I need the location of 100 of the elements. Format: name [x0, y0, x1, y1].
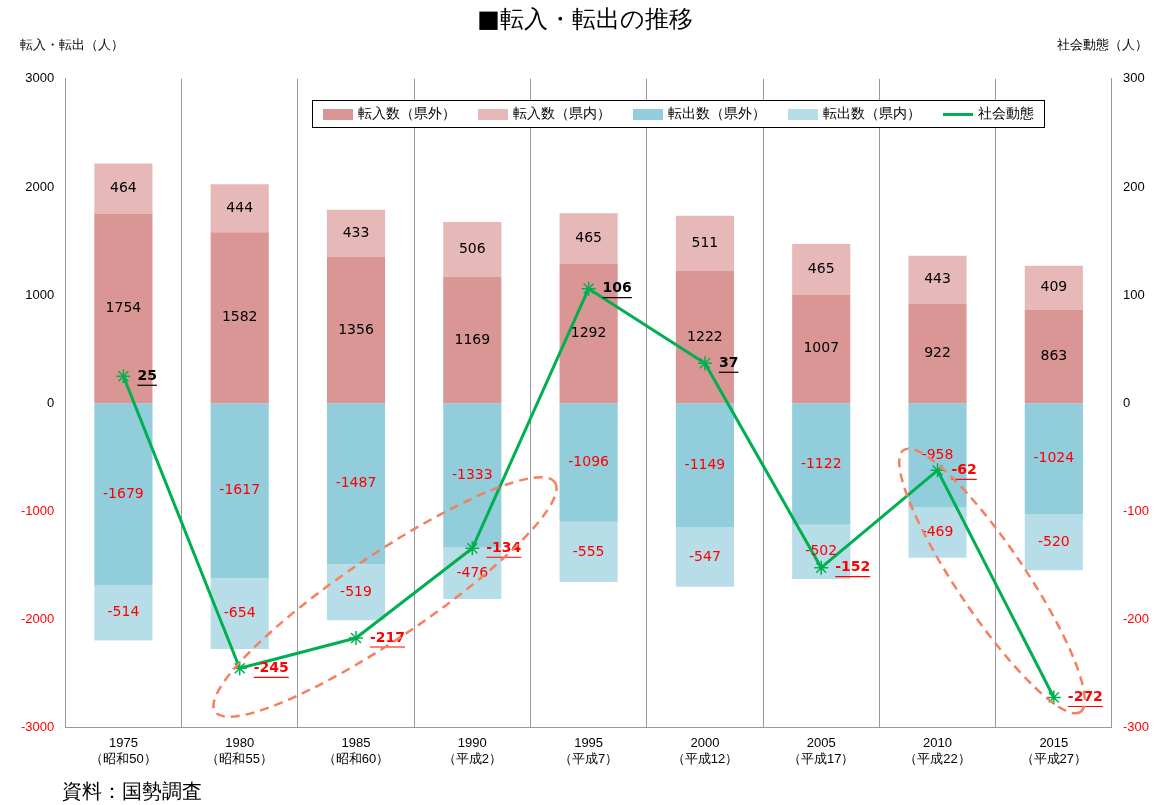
bar: [559, 213, 618, 264]
bar: [908, 506, 967, 558]
bar: [326, 403, 386, 565]
bar: [210, 184, 269, 233]
bar: [792, 403, 851, 525]
bar: [1024, 265, 1083, 310]
y-tick-label: 0: [47, 394, 55, 410]
bar: [326, 256, 386, 404]
y2-tick-label: -200: [1122, 611, 1150, 627]
x-tick-label: 2010 （平成22）: [904, 735, 971, 766]
data-label: -1024: [1033, 449, 1075, 466]
data-label: -958: [921, 445, 954, 462]
data-label: 37: [718, 353, 739, 370]
y2-axis-title: 社会動態（人）: [1057, 36, 1148, 54]
point: [1046, 689, 1062, 706]
data-label: -1122: [800, 454, 842, 471]
y2-tick-label: -100: [1122, 503, 1150, 519]
data-label: -469: [921, 522, 954, 539]
data-label: -217: [370, 628, 406, 645]
bar: [94, 403, 153, 585]
data-label: 25: [137, 366, 157, 383]
data-label: 511: [691, 234, 719, 251]
data-label: -1679: [103, 484, 144, 501]
data-label: 1582: [221, 308, 258, 325]
y-tick-label: -1000: [21, 503, 55, 519]
y2-tick-label: -300: [1122, 719, 1150, 735]
point: [348, 630, 364, 646]
point: [115, 368, 132, 385]
bar: [210, 403, 269, 579]
legend-label: 転出数（県外）: [668, 105, 766, 123]
data-label: 1292: [570, 324, 607, 341]
bar: [792, 244, 851, 295]
data-label: -547: [689, 547, 721, 564]
data-label: -519: [340, 582, 372, 599]
chart-title: ■転入・転出の推移: [477, 4, 693, 33]
data-label: -272: [1067, 688, 1103, 705]
y-tick-label: 3000: [25, 70, 55, 86]
x-tick-label: 1995 （平成7）: [559, 735, 619, 766]
x-tick-label: 2015 （平成27）: [1020, 735, 1088, 766]
x-tick-label: 1980 （昭和55）: [206, 735, 273, 766]
data-label: -1487: [335, 474, 377, 491]
bar: [94, 584, 153, 641]
bar: [675, 215, 734, 272]
data-label: 922: [924, 344, 951, 361]
bar: [1024, 514, 1083, 571]
bar: [326, 209, 386, 257]
x-tick-label: 2000 （平成12）: [671, 735, 739, 766]
x-tick-label: 2005 （平成17）: [787, 735, 855, 766]
bar: [675, 403, 734, 528]
y-tick-label: 2000: [25, 178, 55, 194]
point: [929, 462, 946, 479]
point: [231, 660, 248, 677]
legend-label: 転出数（県内）: [823, 105, 921, 123]
data-label: 465: [807, 259, 835, 276]
x-tick-label: 1990 （平成2）: [442, 735, 502, 766]
y2-tick-label: 200: [1122, 178, 1145, 194]
data-label: 1222: [687, 327, 723, 344]
data-label: -476: [456, 563, 489, 580]
data-label: 506: [458, 240, 486, 257]
data-label: -134: [486, 538, 522, 555]
data-label: -1149: [684, 456, 726, 473]
data-label: 863: [1040, 347, 1068, 364]
data-label: -245: [253, 658, 289, 675]
bar: [94, 163, 153, 214]
bar: [675, 527, 734, 587]
bar: [559, 521, 618, 582]
y-tick-label: 1000: [25, 286, 55, 302]
bar: [443, 222, 502, 277]
data-label: 1356: [338, 320, 374, 337]
data-label: 1007: [803, 339, 840, 356]
data-label: -1333: [451, 466, 493, 483]
y2-tick-label: 300: [1122, 70, 1145, 86]
bar: [443, 276, 502, 404]
bar: [792, 294, 851, 404]
data-label: 443: [924, 270, 951, 287]
data-label: 1169: [454, 330, 491, 347]
y-tick-label: -2000: [21, 611, 55, 627]
data-label: 444: [226, 198, 254, 215]
bar: [908, 255, 967, 304]
bar: [908, 303, 967, 404]
data-label: -514: [107, 603, 140, 620]
point: [813, 559, 829, 576]
data-label: -520: [1037, 532, 1070, 549]
data-label: -152: [835, 558, 871, 575]
data-label: 465: [575, 229, 602, 246]
bar: [210, 232, 269, 404]
bar: [326, 564, 386, 621]
data-label: -555: [572, 542, 605, 559]
bar: [210, 578, 269, 649]
point: [697, 355, 713, 372]
data-label: 1754: [105, 299, 142, 316]
data-label: 409: [1040, 278, 1068, 295]
y-axis-title: 転入・転出（人）: [20, 36, 124, 54]
legend-label: 転入数（県外）: [358, 105, 456, 123]
data-label: -654: [223, 604, 256, 621]
text: 資料：国勢調査: [62, 778, 202, 805]
data-label: -1096: [568, 453, 610, 470]
bar: [1024, 403, 1083, 515]
data-label: 433: [342, 223, 370, 240]
bar: [559, 403, 618, 522]
